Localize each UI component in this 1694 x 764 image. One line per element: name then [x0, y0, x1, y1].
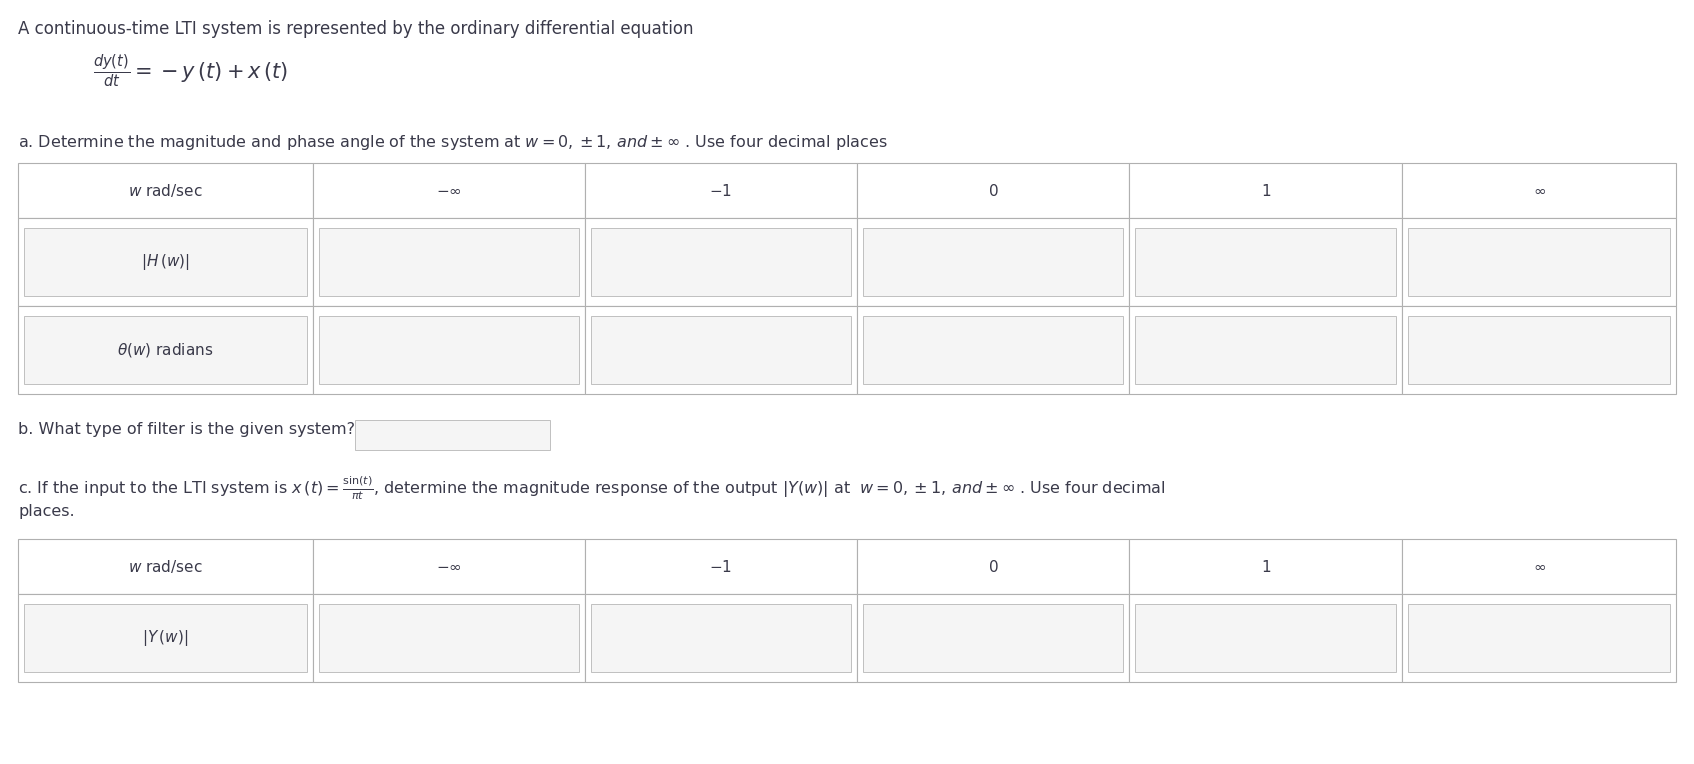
Text: $1$: $1$ [1260, 558, 1270, 575]
Bar [584, 306, 857, 394]
Bar [1408, 316, 1670, 384]
Bar [857, 163, 1128, 218]
Bar [1408, 228, 1670, 296]
Bar [1403, 594, 1675, 682]
Bar [1408, 604, 1670, 672]
Bar [356, 420, 551, 450]
Bar [313, 594, 584, 682]
Text: $0$: $0$ [988, 558, 998, 575]
Bar [584, 218, 857, 306]
Text: $|H\,(w)|$: $|H\,(w)|$ [141, 252, 190, 272]
Bar [1128, 218, 1403, 306]
Bar [24, 316, 307, 384]
Text: $1$: $1$ [1260, 183, 1270, 199]
Text: $-\infty$: $-\infty$ [435, 183, 462, 198]
Bar [313, 306, 584, 394]
Bar [584, 594, 857, 682]
Bar [313, 539, 584, 594]
Bar [19, 163, 313, 218]
Bar [19, 306, 313, 394]
Text: $w$ rad/sec: $w$ rad/sec [129, 182, 203, 199]
Text: $w$ rad/sec: $w$ rad/sec [129, 558, 203, 575]
Bar [318, 228, 579, 296]
Bar [857, 306, 1128, 394]
Bar [313, 163, 584, 218]
Text: $|Y\,(w)|$: $|Y\,(w)|$ [142, 628, 188, 648]
Bar [862, 316, 1123, 384]
Text: $0$: $0$ [988, 183, 998, 199]
Bar [1128, 594, 1403, 682]
Bar [591, 316, 850, 384]
Bar [318, 316, 579, 384]
Bar [1135, 316, 1396, 384]
Bar [857, 539, 1128, 594]
Text: $-\infty$: $-\infty$ [435, 559, 462, 574]
Bar [24, 228, 307, 296]
Bar [1128, 163, 1403, 218]
Bar [19, 539, 313, 594]
Text: A continuous-time LTI system is represented by the ordinary differential equatio: A continuous-time LTI system is represen… [19, 20, 693, 38]
Text: $\infty$: $\infty$ [1533, 559, 1545, 574]
Bar [318, 604, 579, 672]
Bar [313, 218, 584, 306]
Bar [19, 218, 313, 306]
Text: c. If the input to the LTI system is $x\,(t) = \frac{\sin(t)}{\pi t}$, determine: c. If the input to the LTI system is $x\… [19, 474, 1165, 502]
Bar [1403, 306, 1675, 394]
Bar [591, 228, 850, 296]
Text: a. Determine the magnitude and phase angle of the system at $w = 0, \pm 1,\, and: a. Determine the magnitude and phase ang… [19, 133, 888, 152]
Bar [1135, 604, 1396, 672]
Bar [591, 604, 850, 672]
Bar [584, 163, 857, 218]
Bar [1403, 163, 1675, 218]
Text: places.: places. [19, 504, 75, 519]
Bar [862, 604, 1123, 672]
Bar [19, 594, 313, 682]
Bar [584, 539, 857, 594]
Text: $-1$: $-1$ [710, 558, 732, 575]
Text: $\infty$: $\infty$ [1533, 183, 1545, 198]
Bar [1128, 539, 1403, 594]
Bar [1128, 306, 1403, 394]
Bar [1403, 218, 1675, 306]
Bar [1403, 539, 1675, 594]
Text: b. What type of filter is the given system?: b. What type of filter is the given syst… [19, 422, 356, 437]
Bar [1135, 228, 1396, 296]
Text: $\theta(w)$ radians: $\theta(w)$ radians [117, 341, 213, 359]
Text: $\frac{dy(t)}{dt} = -y\,(t) + x\,(t)$: $\frac{dy(t)}{dt} = -y\,(t) + x\,(t)$ [93, 53, 288, 90]
Bar [24, 604, 307, 672]
Text: $-1$: $-1$ [710, 183, 732, 199]
Bar [857, 594, 1128, 682]
Bar [857, 218, 1128, 306]
Bar [862, 228, 1123, 296]
